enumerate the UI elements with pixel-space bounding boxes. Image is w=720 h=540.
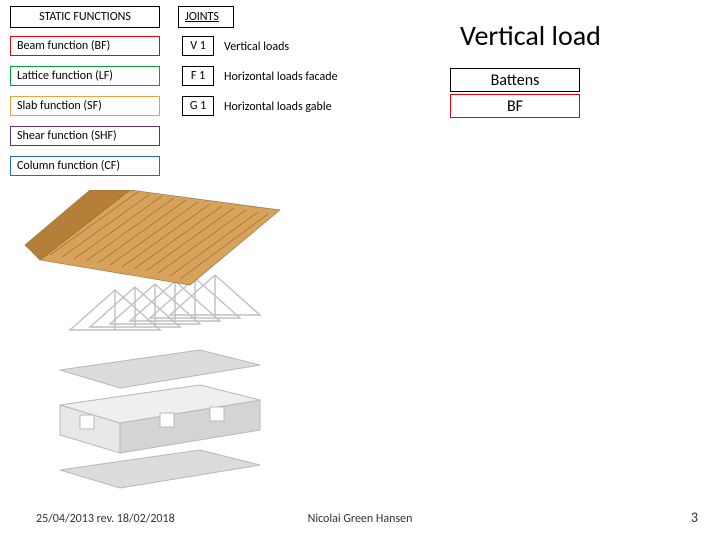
- joint-f1-code: F 1: [191, 69, 205, 83]
- static-functions-header: STATIC FUNCTIONS: [10, 6, 160, 28]
- trusses-icon: [70, 275, 260, 330]
- function-lf-label: Lattice function (LF): [17, 69, 113, 83]
- callout-battens-label: Battens: [491, 71, 540, 90]
- joint-g1-code: G 1: [190, 99, 206, 113]
- function-shf-label: Shear function (SHF): [17, 129, 117, 143]
- function-lf: Lattice function (LF): [10, 66, 160, 86]
- function-bf-label: Beam function (BF): [17, 39, 110, 53]
- joints-header: JOINTS: [178, 6, 234, 28]
- function-bf: Beam function (BF): [10, 36, 160, 56]
- function-shf: Shear function (SHF): [10, 126, 160, 146]
- joint-v1-desc: Vertical loads: [224, 40, 289, 54]
- static-functions-label: STATIC FUNCTIONS: [39, 10, 131, 24]
- function-cf: Column function (CF): [10, 156, 160, 176]
- joint-v1-box: V 1: [182, 36, 214, 56]
- footer-page-number: 3: [691, 509, 698, 526]
- function-cf-label: Column function (CF): [17, 159, 120, 173]
- callout-bf-label: BF: [507, 97, 523, 116]
- joint-v1-code: V 1: [190, 39, 206, 53]
- joint-f1-desc: Horizontal loads facade: [224, 70, 338, 84]
- ceiling-slab-icon: [60, 350, 260, 388]
- joint-g1-box: G 1: [182, 96, 214, 116]
- function-sf: Slab function (SF): [10, 96, 160, 116]
- footer-author: Nicolai Green Hansen: [308, 512, 413, 526]
- roof-icon: [25, 190, 280, 285]
- joint-g1-desc: Horizontal loads gable: [224, 100, 332, 114]
- page-title: Vertical load: [460, 18, 601, 53]
- floor-slab-icon: [60, 450, 260, 488]
- callout-battens: Battens: [450, 68, 580, 92]
- footer-date: 25/04/2013 rev. 18/02/2018: [36, 512, 175, 526]
- joints-label: JOINTS: [185, 10, 219, 24]
- joint-f1-box: F 1: [182, 66, 214, 86]
- function-sf-label: Slab function (SF): [17, 99, 102, 113]
- house-diagram: [20, 190, 300, 490]
- walls-icon: [60, 385, 260, 453]
- callout-bf: BF: [450, 94, 580, 118]
